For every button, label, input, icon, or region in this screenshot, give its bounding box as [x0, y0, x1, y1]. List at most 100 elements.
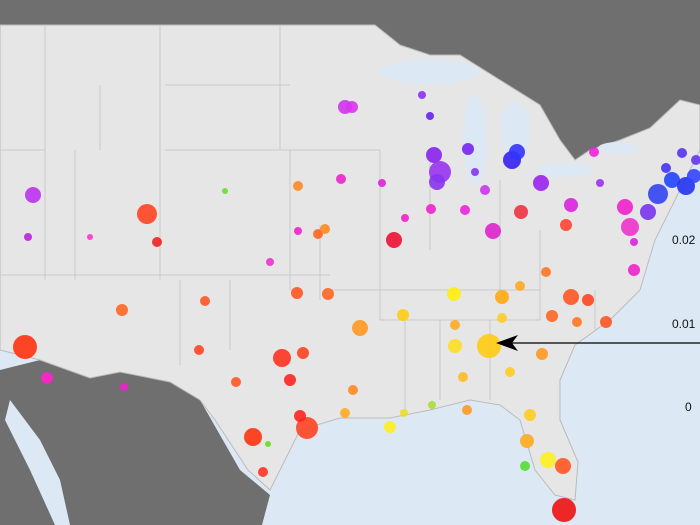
canada	[0, 0, 700, 160]
legend-label: 0.01	[672, 317, 696, 331]
city-dot	[384, 421, 396, 433]
city-dot	[266, 258, 274, 266]
city-dot	[320, 224, 330, 234]
lake-ontario	[598, 142, 638, 154]
city-dot	[582, 294, 594, 306]
city-dot	[291, 287, 303, 299]
legend-label: 0	[685, 400, 692, 414]
city-dot	[428, 401, 436, 409]
city-dot	[200, 296, 210, 306]
city-dot	[462, 143, 474, 155]
city-dot	[429, 174, 445, 190]
city-dot	[687, 169, 700, 183]
city-dot	[677, 148, 687, 158]
city-dot	[471, 168, 479, 176]
city-dot	[294, 227, 302, 235]
city-dot	[322, 288, 334, 300]
city-dot	[628, 264, 640, 276]
city-dot	[297, 347, 309, 359]
city-dot	[495, 290, 509, 304]
legend-label: 0.02	[672, 233, 696, 247]
city-dot	[418, 91, 426, 99]
city-dot	[648, 184, 668, 204]
city-dot	[533, 175, 549, 191]
state-borders	[0, 25, 596, 410]
city-dot	[336, 174, 346, 184]
city-dot	[450, 320, 460, 330]
city-dot	[346, 101, 358, 113]
city-dot	[294, 410, 306, 422]
city-dot	[401, 214, 409, 222]
city-dot	[520, 434, 534, 448]
city-dot	[352, 320, 368, 336]
city-dot	[596, 179, 604, 187]
city-dot	[524, 409, 536, 421]
city-dot	[400, 409, 408, 417]
city-dot	[477, 334, 501, 358]
city-dot	[426, 147, 442, 163]
city-dot	[462, 405, 472, 415]
city-dot	[563, 289, 579, 305]
city-dot	[600, 316, 612, 328]
city-dot	[589, 147, 599, 157]
city-dot	[664, 172, 680, 188]
city-dot	[426, 204, 436, 214]
city-dot	[222, 188, 228, 194]
city-dot	[509, 144, 525, 160]
city-dot	[505, 367, 515, 377]
city-dot	[447, 287, 461, 301]
city-dot	[231, 377, 241, 387]
city-dot	[541, 267, 551, 277]
lake-michigan	[463, 95, 487, 185]
city-dot	[244, 428, 262, 446]
baja-water	[5, 400, 70, 525]
city-dot	[386, 232, 402, 248]
city-dot	[293, 181, 303, 191]
city-dot	[514, 205, 528, 219]
city-dot	[13, 335, 37, 359]
city-dot	[485, 223, 501, 239]
city-dot	[258, 467, 268, 477]
city-dot	[560, 219, 572, 231]
city-dot	[621, 218, 639, 236]
city-dot	[137, 204, 157, 224]
city-dot	[152, 237, 162, 247]
city-dot	[617, 199, 633, 215]
city-dot	[378, 179, 386, 187]
city-dot	[397, 309, 409, 321]
city-dot	[691, 155, 700, 165]
city-dot	[273, 349, 291, 367]
arrow-head	[496, 335, 518, 351]
city-dot	[265, 441, 271, 447]
city-dot	[116, 304, 128, 316]
city-dot	[460, 205, 470, 215]
city-dot	[284, 374, 296, 386]
city-dot	[564, 198, 578, 212]
city-dot	[41, 372, 53, 384]
city-dot	[313, 229, 323, 239]
city-dot	[24, 233, 32, 241]
city-dot	[546, 310, 558, 322]
city-dot	[25, 187, 41, 203]
city-dot	[458, 372, 468, 382]
city-dot	[540, 452, 556, 468]
city-dot	[515, 281, 525, 291]
lake-erie	[537, 163, 593, 177]
city-dot	[572, 317, 582, 327]
city-dot	[630, 238, 638, 246]
city-dot	[497, 313, 507, 323]
city-dots	[13, 91, 700, 522]
city-dot	[194, 345, 204, 355]
city-dot	[480, 185, 490, 195]
city-dot	[348, 385, 358, 395]
city-dot	[426, 112, 434, 120]
city-dot	[340, 408, 350, 418]
city-dot	[87, 234, 93, 240]
city-dot	[640, 204, 656, 220]
city-dot	[536, 348, 548, 360]
city-dot	[661, 163, 671, 173]
city-dot	[120, 383, 128, 391]
city-dot	[296, 417, 318, 439]
